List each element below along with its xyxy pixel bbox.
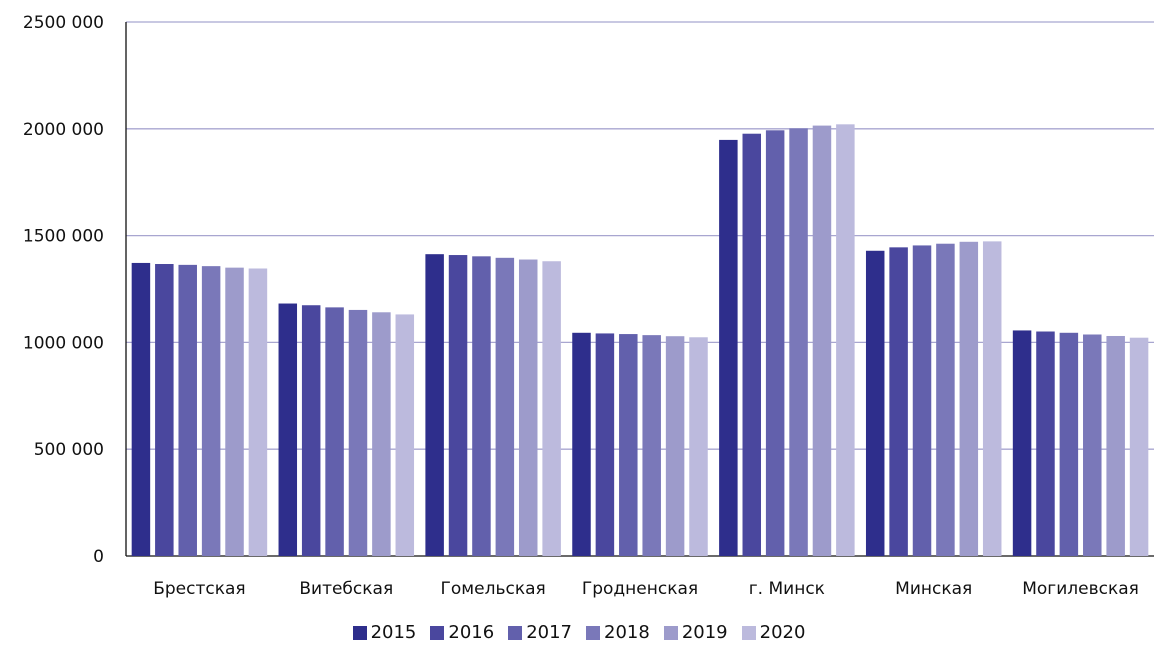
bar [325,307,344,556]
bar [131,262,151,556]
bar [789,128,808,556]
bar [472,256,491,556]
legend-swatch [352,625,367,640]
x-tick-label: Могилевская [1022,579,1139,599]
x-tick-label: Гродненская [582,579,698,599]
y-tick-label: 1500 000 [23,227,104,247]
bar [155,264,174,556]
y-tick-label: 2500 000 [23,13,104,33]
bar [278,303,298,556]
bar [348,309,368,556]
x-tick-label: г. Минск [749,579,825,599]
bar [812,125,832,556]
bar [936,243,955,556]
bar [1106,335,1125,556]
bar [448,255,468,556]
bar [959,241,979,556]
legend-entry: 2019 [663,622,728,643]
y-tick-label: 1000 000 [23,333,104,353]
bar [1036,331,1055,556]
bar [542,261,561,556]
legend-label: 2016 [448,622,495,643]
bar [742,133,762,556]
x-tick-label: Минская [895,579,972,599]
bar [619,334,638,556]
bar [765,130,785,556]
legend-swatch [508,625,523,640]
bar [372,312,391,556]
legend-label: 2020 [759,622,806,643]
legend-label: 2017 [526,622,572,643]
y-tick-label: 500 000 [34,440,104,460]
legend-swatch [586,625,600,640]
bar [225,267,244,556]
x-tick-label: Витебская [299,579,393,599]
bar [1083,334,1102,556]
bar [982,241,1002,557]
bar [178,264,197,556]
bar [1012,330,1032,556]
legend-swatch [741,625,756,640]
legend-entry: 2016 [430,622,494,643]
x-tick-label: Гомельская [441,579,546,599]
bar [572,332,591,556]
legend-label: 2015 [370,622,417,643]
bar [836,124,855,557]
legend-entry: 2017 [508,622,572,643]
bar [1059,332,1079,556]
bar [248,268,268,556]
legend-entry: 2020 [741,622,806,643]
legend-entry: 2015 [352,622,417,643]
bar [201,266,221,556]
bar [1129,337,1149,556]
bar [495,257,515,556]
legend: 2015 2016 2017 2018 2019 2020 [0,622,1158,643]
bar [425,254,444,556]
bar [301,305,321,556]
legend-swatch [430,625,445,640]
bar-chart-svg: 0 500 000 1000 000 1500 000 2000 000 2500 000… [23,13,1154,599]
bar [689,337,708,556]
legend-label: 2018 [604,622,650,643]
bar [642,335,661,556]
bar [665,336,685,556]
bar [865,250,885,556]
bar [912,245,932,556]
bar [395,314,415,556]
y-tick-label: 0 [93,547,104,567]
legend-entry: 2018 [586,622,650,643]
legend-swatch [663,625,678,640]
x-tick-label: Брестская [153,579,245,599]
bar [889,247,908,556]
bar [518,259,538,556]
bar [595,333,615,556]
bar [719,139,738,556]
legend-label: 2019 [681,622,728,643]
y-tick-label: 2000 000 [23,120,104,140]
